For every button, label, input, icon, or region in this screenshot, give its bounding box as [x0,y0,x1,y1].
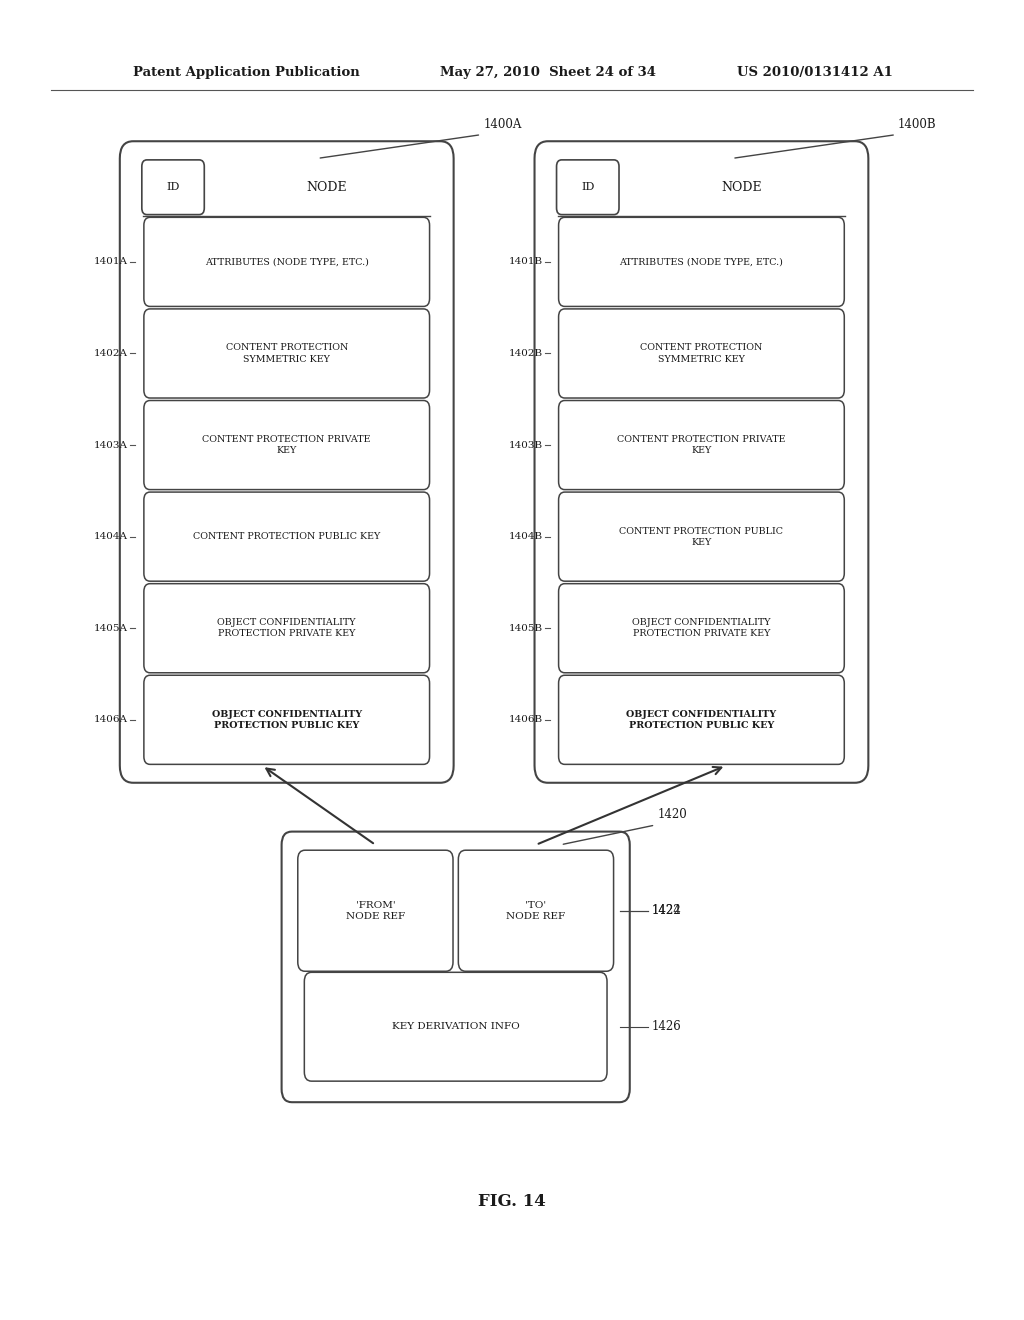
Text: CONTENT PROTECTION PUBLIC KEY: CONTENT PROTECTION PUBLIC KEY [194,532,380,541]
Text: 1402A: 1402A [94,348,128,358]
FancyBboxPatch shape [143,309,430,399]
Text: NODE: NODE [306,181,347,194]
Text: 1424: 1424 [651,904,681,917]
Text: 1401A: 1401A [94,257,128,267]
FancyBboxPatch shape [298,850,453,972]
FancyBboxPatch shape [143,400,430,490]
Text: ID: ID [581,182,595,193]
FancyBboxPatch shape [535,141,868,783]
Text: 1400B: 1400B [898,117,937,131]
Text: 1406B: 1406B [509,715,543,725]
FancyBboxPatch shape [143,218,430,306]
FancyBboxPatch shape [143,583,430,673]
Text: US 2010/0131412 A1: US 2010/0131412 A1 [737,66,893,79]
Text: FIG. 14: FIG. 14 [478,1193,546,1209]
Text: 1405A: 1405A [94,624,128,632]
FancyBboxPatch shape [143,676,430,764]
FancyBboxPatch shape [557,160,618,215]
Text: 1400A: 1400A [483,117,521,131]
Text: CONTENT PROTECTION
SYMMETRIC KEY: CONTENT PROTECTION SYMMETRIC KEY [640,343,763,363]
FancyBboxPatch shape [559,309,844,399]
Text: 1426: 1426 [651,1020,681,1034]
Text: 1404A: 1404A [94,532,128,541]
Text: CONTENT PROTECTION
SYMMETRIC KEY: CONTENT PROTECTION SYMMETRIC KEY [225,343,348,363]
Text: ID: ID [166,182,180,193]
Text: 'TO'
NODE REF: 'TO' NODE REF [507,900,565,921]
Text: 1403B: 1403B [509,441,543,450]
Text: 1406A: 1406A [94,715,128,725]
FancyBboxPatch shape [559,583,844,673]
Text: 'FROM'
NODE REF: 'FROM' NODE REF [346,900,404,921]
Text: OBJECT CONFIDENTIALITY
PROTECTION PRIVATE KEY: OBJECT CONFIDENTIALITY PROTECTION PRIVAT… [217,618,356,639]
Text: NODE: NODE [721,181,762,194]
Text: OBJECT CONFIDENTIALITY
PROTECTION PUBLIC KEY: OBJECT CONFIDENTIALITY PROTECTION PUBLIC… [627,710,776,730]
FancyBboxPatch shape [141,160,205,215]
Text: May 27, 2010  Sheet 24 of 34: May 27, 2010 Sheet 24 of 34 [440,66,656,79]
Text: 1404B: 1404B [509,532,543,541]
Text: OBJECT CONFIDENTIALITY
PROTECTION PRIVATE KEY: OBJECT CONFIDENTIALITY PROTECTION PRIVAT… [632,618,771,639]
Text: 1402B: 1402B [509,348,543,358]
Text: Patent Application Publication: Patent Application Publication [133,66,359,79]
FancyBboxPatch shape [559,218,844,306]
FancyBboxPatch shape [282,832,630,1102]
Text: OBJECT CONFIDENTIALITY
PROTECTION PUBLIC KEY: OBJECT CONFIDENTIALITY PROTECTION PUBLIC… [212,710,361,730]
Text: 1420: 1420 [657,808,687,821]
Text: ATTRIBUTES (NODE TYPE, ETC.): ATTRIBUTES (NODE TYPE, ETC.) [205,257,369,267]
Text: KEY DERIVATION INFO: KEY DERIVATION INFO [392,1022,519,1031]
Text: 1401B: 1401B [509,257,543,267]
Text: ATTRIBUTES (NODE TYPE, ETC.): ATTRIBUTES (NODE TYPE, ETC.) [620,257,783,267]
FancyBboxPatch shape [459,850,613,972]
Text: 1405B: 1405B [509,624,543,632]
FancyBboxPatch shape [143,492,430,581]
FancyBboxPatch shape [559,676,844,764]
Text: 1422: 1422 [651,904,681,917]
Text: CONTENT PROTECTION PRIVATE
KEY: CONTENT PROTECTION PRIVATE KEY [617,436,785,455]
FancyBboxPatch shape [559,492,844,581]
Text: CONTENT PROTECTION PUBLIC
KEY: CONTENT PROTECTION PUBLIC KEY [620,527,783,546]
FancyBboxPatch shape [120,141,454,783]
Text: CONTENT PROTECTION PRIVATE
KEY: CONTENT PROTECTION PRIVATE KEY [203,436,371,455]
FancyBboxPatch shape [304,973,607,1081]
FancyBboxPatch shape [559,400,844,490]
Text: 1403A: 1403A [94,441,128,450]
